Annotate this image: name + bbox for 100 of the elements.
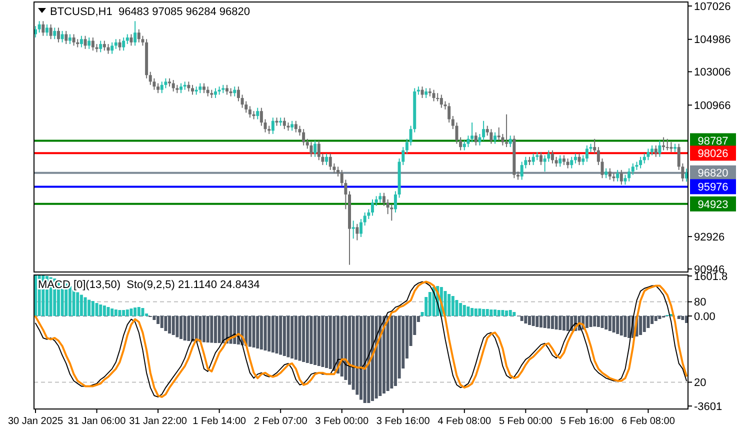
candlestick [593, 138, 596, 154]
bar [126, 310, 129, 316]
candlestick [604, 168, 608, 179]
candlestick [470, 122, 474, 143]
candlestick [566, 158, 570, 169]
candlestick [191, 84, 194, 96]
bar [639, 316, 642, 335]
bar [390, 316, 394, 388]
bar [455, 300, 458, 316]
candlestick [424, 88, 428, 98]
candlestick [45, 24, 48, 36]
chart-title: BTCUSD,H1 96483 97085 96284 96820 [50, 6, 250, 18]
candlestick [532, 153, 535, 166]
bar [512, 312, 516, 316]
candlestick [608, 168, 612, 180]
bar [302, 316, 306, 362]
bar [298, 316, 302, 361]
candlestick [539, 151, 542, 166]
bar [252, 316, 256, 348]
candlestick [582, 154, 585, 166]
bar [624, 316, 627, 337]
bar [654, 316, 658, 321]
y-tick-label: 107026 [694, 0, 731, 13]
bar [260, 316, 263, 350]
bar [310, 316, 313, 364]
bar [187, 316, 190, 341]
bar [486, 309, 489, 316]
bar [378, 316, 382, 396]
bar [164, 316, 168, 331]
x-tick-label: 2 Feb 07:00 [254, 416, 308, 427]
bar [363, 316, 366, 403]
candlestick [298, 125, 302, 136]
bar [681, 316, 684, 320]
bar [566, 316, 570, 331]
candlestick [624, 174, 627, 186]
bar [547, 316, 550, 328]
candlestick [198, 82, 202, 94]
ref-line-label: 98787 [698, 136, 728, 148]
candlestick [271, 117, 274, 134]
bar [68, 286, 72, 316]
bar [596, 316, 600, 327]
bar [497, 310, 500, 316]
bar [210, 316, 214, 343]
candlestick [328, 153, 332, 170]
bar [593, 316, 596, 326]
bar [282, 316, 286, 356]
bar [176, 316, 179, 338]
candlestick [56, 27, 60, 43]
bar [84, 297, 87, 316]
candlestick [459, 136, 462, 151]
bar [114, 310, 118, 316]
bar [508, 310, 512, 316]
x-tick-label: 5 Feb 16:00 [560, 416, 614, 427]
bar [562, 316, 566, 330]
bar [505, 310, 508, 316]
bar [88, 300, 91, 316]
bar [286, 316, 290, 358]
candlestick [574, 153, 577, 164]
bar [490, 310, 493, 316]
bar [585, 316, 588, 328]
candlestick [670, 142, 673, 152]
bar [321, 316, 324, 367]
candlestick [302, 128, 306, 146]
ref-line-label: 96820 [698, 168, 728, 180]
candlestick [256, 107, 260, 120]
ref-line-label: 95976 [698, 182, 728, 194]
candlestick [497, 126, 500, 142]
candlestick [420, 86, 424, 98]
bar [172, 316, 175, 335]
bar [394, 316, 397, 386]
candlestick [639, 156, 642, 169]
candlestick [130, 34, 133, 46]
bar [294, 316, 298, 360]
bar [328, 316, 332, 369]
candlestick [137, 28, 140, 43]
candlestick [236, 86, 240, 102]
candlestick [264, 118, 267, 133]
candlestick [390, 204, 394, 222]
bar [279, 316, 282, 355]
y-tick-label: 103006 [694, 66, 731, 79]
candlestick [180, 82, 183, 94]
bar [183, 316, 186, 340]
bar [451, 296, 454, 316]
bar [646, 316, 650, 328]
x-tick-label: 3 Feb 16:00 [376, 416, 430, 427]
bar [628, 316, 631, 338]
y-tick-label: 0.00 [694, 310, 716, 323]
candlestick [646, 148, 650, 161]
x-tick-label: 1 Feb 14:00 [192, 416, 246, 427]
bar [214, 316, 217, 343]
candlestick [325, 153, 328, 166]
candlestick [352, 220, 355, 240]
bar [256, 316, 260, 348]
candlestick [49, 24, 52, 40]
x-tick-label: 31 Jan 06:00 [68, 416, 126, 427]
bar [152, 316, 156, 320]
candlestick [314, 140, 317, 158]
bar [528, 316, 531, 325]
bar [218, 316, 221, 343]
candlestick [126, 34, 129, 45]
